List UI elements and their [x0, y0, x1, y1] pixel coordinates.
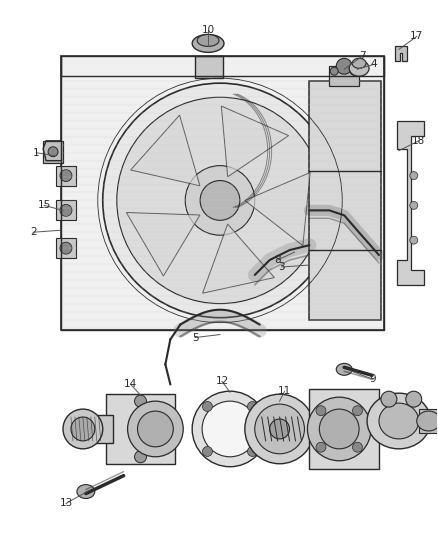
Ellipse shape — [197, 35, 219, 46]
Bar — [309, 389, 379, 469]
Ellipse shape — [192, 391, 268, 467]
Ellipse shape — [336, 364, 352, 375]
Ellipse shape — [202, 401, 258, 457]
Text: 8: 8 — [274, 255, 281, 265]
Bar — [195, 56, 223, 78]
Ellipse shape — [349, 60, 369, 76]
Ellipse shape — [307, 397, 371, 461]
Ellipse shape — [138, 411, 173, 447]
Ellipse shape — [406, 391, 422, 407]
Ellipse shape — [270, 419, 290, 439]
Bar — [56, 166, 76, 185]
Ellipse shape — [60, 169, 72, 182]
Text: 15: 15 — [38, 200, 51, 211]
Ellipse shape — [319, 409, 359, 449]
Polygon shape — [395, 46, 407, 61]
Polygon shape — [127, 213, 200, 276]
Bar — [43, 141, 63, 163]
Ellipse shape — [410, 172, 418, 180]
Ellipse shape — [202, 401, 212, 411]
Ellipse shape — [352, 58, 366, 68]
Text: 9: 9 — [370, 374, 376, 384]
Ellipse shape — [63, 409, 103, 449]
Bar — [419, 409, 437, 433]
Bar — [329, 66, 359, 86]
Ellipse shape — [103, 83, 337, 318]
Ellipse shape — [316, 406, 326, 416]
Ellipse shape — [202, 447, 212, 456]
Ellipse shape — [381, 391, 397, 407]
Polygon shape — [131, 115, 200, 186]
Ellipse shape — [247, 447, 258, 456]
Ellipse shape — [71, 417, 95, 441]
Text: 2: 2 — [30, 227, 36, 237]
Bar — [106, 394, 175, 464]
Text: 17: 17 — [410, 31, 424, 42]
Bar — [61, 56, 384, 329]
Ellipse shape — [410, 236, 418, 244]
Ellipse shape — [353, 442, 363, 452]
Bar — [309, 81, 381, 320]
Bar — [56, 200, 76, 220]
Text: 14: 14 — [124, 379, 137, 389]
Polygon shape — [397, 121, 424, 285]
Ellipse shape — [245, 394, 314, 464]
Text: 7: 7 — [359, 51, 365, 61]
Ellipse shape — [350, 67, 358, 75]
Polygon shape — [245, 173, 310, 246]
Ellipse shape — [185, 166, 255, 235]
Text: 10: 10 — [201, 25, 215, 35]
Ellipse shape — [60, 204, 72, 216]
Ellipse shape — [255, 404, 304, 454]
Ellipse shape — [192, 35, 224, 52]
Text: 4: 4 — [371, 59, 377, 69]
Polygon shape — [202, 224, 274, 293]
Text: 3: 3 — [278, 262, 285, 272]
Bar — [83, 415, 113, 443]
Ellipse shape — [410, 201, 418, 209]
Text: 13: 13 — [60, 498, 73, 508]
Ellipse shape — [60, 242, 72, 254]
Ellipse shape — [353, 406, 363, 416]
Ellipse shape — [134, 395, 146, 407]
Ellipse shape — [117, 97, 323, 304]
Text: 18: 18 — [412, 136, 425, 146]
Ellipse shape — [127, 401, 183, 457]
Ellipse shape — [48, 147, 58, 157]
Bar — [56, 238, 76, 258]
Ellipse shape — [134, 451, 146, 463]
Text: 1: 1 — [33, 148, 39, 158]
Ellipse shape — [77, 484, 95, 498]
Ellipse shape — [200, 181, 240, 220]
Text: 5: 5 — [192, 333, 198, 343]
Ellipse shape — [330, 67, 338, 75]
Text: 12: 12 — [215, 376, 229, 386]
Polygon shape — [221, 106, 289, 177]
Ellipse shape — [316, 442, 326, 452]
Ellipse shape — [247, 401, 258, 411]
Text: 11: 11 — [278, 386, 291, 396]
Ellipse shape — [379, 403, 419, 439]
Ellipse shape — [417, 411, 438, 431]
Ellipse shape — [336, 58, 352, 74]
Ellipse shape — [367, 393, 431, 449]
